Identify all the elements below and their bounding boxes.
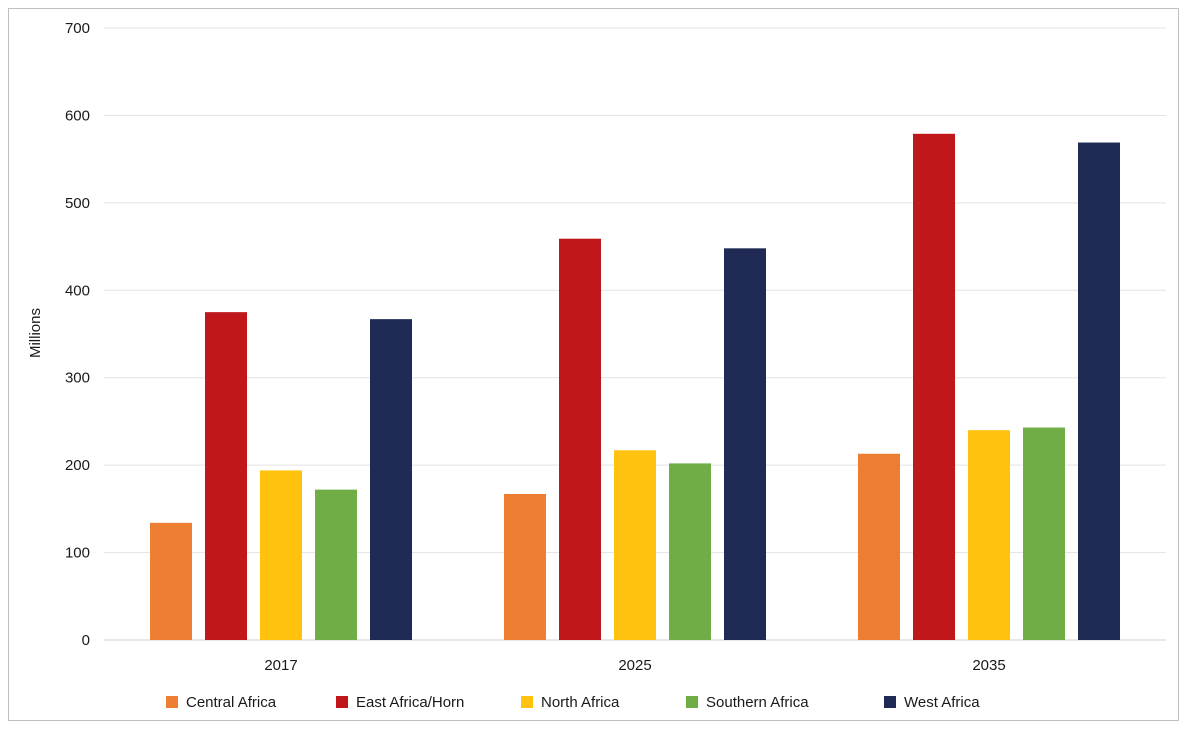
legend-swatch xyxy=(884,696,896,708)
y-tick-label: 600 xyxy=(65,107,90,124)
x-tick-label: 2035 xyxy=(972,657,1005,674)
bar-east-africa-horn-2017 xyxy=(205,312,247,640)
bar-east-africa-horn-2025 xyxy=(559,238,601,640)
bar-southern-africa-2035 xyxy=(1023,427,1065,640)
bar-central-africa-2017 xyxy=(150,522,192,640)
bar-central-africa-2025 xyxy=(504,493,546,640)
legend-label: Central Africa xyxy=(186,694,277,711)
legend-swatch xyxy=(686,696,698,708)
y-tick-label: 500 xyxy=(65,195,90,212)
legend-item: Southern Africa xyxy=(686,694,809,711)
legend-swatch xyxy=(336,696,348,708)
y-tick-label: 700 xyxy=(65,20,90,37)
legend-item: East Africa/Horn xyxy=(336,694,464,711)
y-tick-label: 400 xyxy=(65,282,90,299)
y-tick-label: 200 xyxy=(65,457,90,474)
y-tick-label: 300 xyxy=(65,370,90,387)
bar-southern-africa-2025 xyxy=(669,463,711,640)
bar-southern-africa-2017 xyxy=(315,489,357,640)
bar-north-africa-2025 xyxy=(614,450,656,640)
legend-label: Southern Africa xyxy=(706,694,809,711)
y-axis-label: Millions xyxy=(27,308,44,358)
legend-swatch xyxy=(166,696,178,708)
x-tick-label: 2017 xyxy=(264,657,297,674)
legend: Central Africa East Africa/Horn North Afri… xyxy=(166,694,980,711)
bar-west-africa-2017 xyxy=(370,319,412,640)
bars xyxy=(150,133,1120,640)
y-tick-label: 100 xyxy=(65,545,90,562)
y-tick-label: 0 xyxy=(82,632,90,649)
bar-north-africa-2035 xyxy=(968,430,1010,640)
bar-west-africa-2035 xyxy=(1078,142,1120,640)
legend-label: West Africa xyxy=(904,694,980,711)
bar-central-africa-2035 xyxy=(858,453,900,640)
legend-item: West Africa xyxy=(884,694,980,711)
bar-east-africa-horn-2035 xyxy=(913,133,955,640)
chart-border xyxy=(8,8,1179,721)
legend-item: North Africa xyxy=(521,694,620,711)
bar-north-africa-2017 xyxy=(260,470,302,640)
legend-item: Central Africa xyxy=(166,694,277,711)
legend-label: North Africa xyxy=(541,694,620,711)
legend-label: East Africa/Horn xyxy=(356,694,464,711)
y-axis-ticks: 0 100 200 300 400 500 600 700 xyxy=(65,20,90,649)
legend-swatch xyxy=(521,696,533,708)
x-axis-ticks: 2017 2025 2035 xyxy=(264,657,1005,674)
bar-west-africa-2025 xyxy=(724,248,766,640)
x-tick-label: 2025 xyxy=(618,657,651,674)
